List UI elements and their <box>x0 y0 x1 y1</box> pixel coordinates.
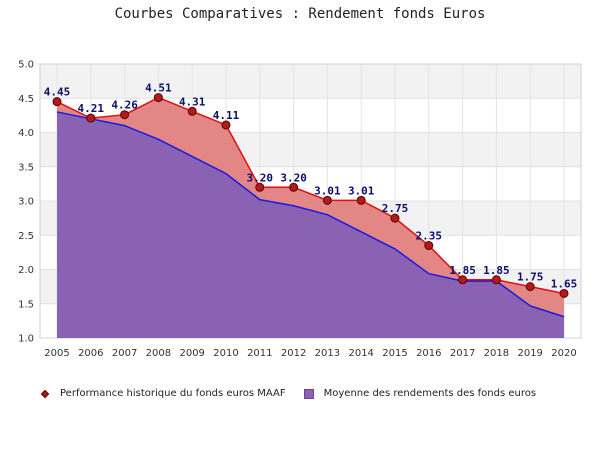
chart-title: Courbes Comparatives : Rendement fonds E… <box>114 6 486 22</box>
maaf-data-label: 4.31 <box>179 95 206 108</box>
x-tick-label: 2009 <box>179 348 204 359</box>
maaf-data-label: 1.85 <box>483 264 510 277</box>
maaf-point <box>390 213 400 223</box>
legend-label-maaf: Performance historique du fonds euros MA… <box>60 388 286 399</box>
y-tick-label: 1.5 <box>18 299 34 310</box>
square-swatch-icon <box>303 388 314 399</box>
maaf-data-label: 4.51 <box>145 82 172 95</box>
legend-item-maaf: Performance historique du fonds euros MA… <box>40 388 286 399</box>
maaf-data-label: 3.01 <box>314 184 341 197</box>
x-tick-label: 2019 <box>517 348 542 359</box>
x-tick-label: 2008 <box>146 348 171 359</box>
maaf-data-label: 3.20 <box>280 171 307 184</box>
maaf-point <box>153 93 163 103</box>
x-tick-label: 2018 <box>484 348 509 359</box>
maaf-data-label: 4.21 <box>78 102 105 115</box>
maaf-point <box>52 97 62 107</box>
x-tick-label: 2005 <box>44 348 69 359</box>
x-tick-label: 2012 <box>281 348 306 359</box>
maaf-data-label: 4.26 <box>111 99 138 112</box>
x-tick-label: 2013 <box>315 348 340 359</box>
y-tick-label: 4.0 <box>18 128 34 139</box>
maaf-line <box>56 96 565 295</box>
maaf-data-label: 1.85 <box>449 264 476 277</box>
maaf-point <box>559 288 569 298</box>
maaf-point <box>120 110 130 120</box>
x-tick-label: 2010 <box>213 348 238 359</box>
legend: Performance historique du fonds euros MA… <box>40 388 554 399</box>
maaf-data-label: 3.20 <box>247 171 274 184</box>
x-tick-label: 2006 <box>78 348 103 359</box>
maaf-data-label: 1.75 <box>517 271 544 284</box>
average-area <box>57 111 564 338</box>
y-tick-label: 2.0 <box>18 265 34 276</box>
legend-item-average: Moyenne des rendements des fonds euros <box>303 388 537 399</box>
legend-label-average: Moyenne des rendements des fonds euros <box>323 388 537 399</box>
maaf-point <box>424 241 434 251</box>
x-tick-label: 2007 <box>112 348 137 359</box>
maaf-point <box>322 195 332 205</box>
maaf-data-label: 2.35 <box>416 230 443 243</box>
y-tick-label: 2.5 <box>18 231 34 242</box>
maaf-point <box>255 182 265 192</box>
maaf-data-label: 2.75 <box>382 202 409 215</box>
maaf-point <box>491 275 501 285</box>
x-tick-label: 2011 <box>247 348 272 359</box>
maaf-point <box>289 182 299 192</box>
x-tick-label: 2016 <box>416 348 441 359</box>
y-tick-label: 3.5 <box>18 162 34 173</box>
y-tick-label: 4.5 <box>18 94 34 105</box>
x-tick-label: 2017 <box>450 348 475 359</box>
maaf-data-label: 3.01 <box>348 184 375 197</box>
diamond-marker-icon <box>40 389 50 398</box>
maaf-point <box>525 282 535 292</box>
average-line <box>56 111 565 318</box>
maaf-point <box>187 106 197 116</box>
maaf-data-label: 4.45 <box>44 86 71 99</box>
maaf-point <box>356 195 366 205</box>
y-tick-label: 5.0 <box>18 60 34 71</box>
grid-band <box>40 64 581 99</box>
maaf-point <box>86 113 96 123</box>
maaf-data-label: 4.11 <box>213 109 240 122</box>
x-tick-label: 2015 <box>382 348 407 359</box>
maaf-data-label: 1.65 <box>551 277 578 290</box>
y-tick-label: 3.0 <box>18 197 34 208</box>
y-tick-label: 1.0 <box>18 334 34 345</box>
maaf-point <box>221 120 231 130</box>
x-tick-label: 2014 <box>348 348 373 359</box>
maaf-point <box>458 275 468 285</box>
x-tick-label: 2020 <box>551 348 576 359</box>
